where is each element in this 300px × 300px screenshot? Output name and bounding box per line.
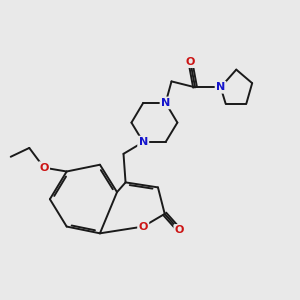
- Text: O: O: [139, 222, 148, 232]
- Text: N: N: [161, 98, 170, 108]
- Text: O: O: [39, 163, 49, 173]
- Text: O: O: [175, 225, 184, 236]
- Text: N: N: [216, 82, 225, 92]
- Text: O: O: [186, 57, 195, 67]
- Text: N: N: [139, 137, 148, 147]
